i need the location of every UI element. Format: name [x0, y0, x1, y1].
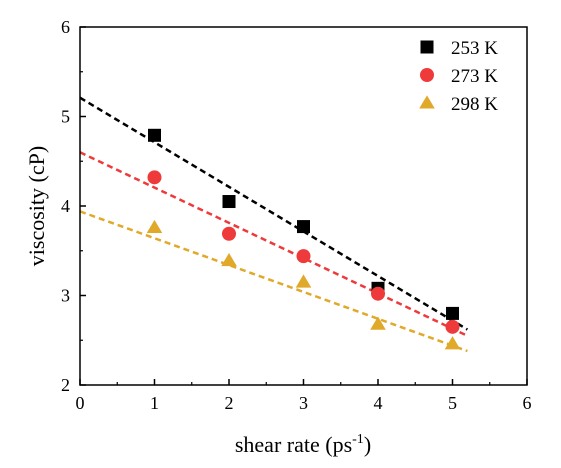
data-point [370, 316, 386, 330]
axis-ticks: 0 1 2 3 4 5 6 2 3 4 5 6 [61, 17, 532, 413]
data-point [147, 170, 162, 185]
x-axis-title: shear rate (ps-1) [235, 432, 371, 457]
x-tick-label: 4 [374, 393, 383, 413]
fit-line [79, 96, 469, 331]
y-tick-label: 4 [61, 196, 70, 216]
x-axis-title-suffix: ) [364, 432, 371, 457]
y-tick-label: 5 [61, 107, 70, 127]
y-tick-label: 6 [61, 17, 70, 37]
legend-marker [419, 95, 435, 109]
data-point [371, 286, 385, 301]
legend-label: 298 K [451, 94, 498, 115]
y-axis-title: viscosity (cP) [24, 146, 49, 266]
x-tick-label: 0 [76, 393, 85, 413]
data-point [297, 220, 310, 234]
data-point [445, 319, 460, 334]
x-axis-title-superscript: -1 [352, 432, 364, 447]
x-tick-label: 5 [448, 393, 457, 413]
data-point [296, 249, 311, 264]
x-tick-label: 2 [225, 393, 234, 413]
data-point [146, 219, 163, 234]
data-point [444, 336, 461, 350]
x-tick-label: 6 [523, 393, 532, 413]
x-axis-title-main: shear rate (ps [235, 432, 352, 457]
data-point [222, 195, 236, 209]
legend-marker [420, 40, 434, 54]
x-tick-label: 3 [299, 393, 308, 413]
legend-label: 253 K [451, 38, 498, 59]
data-point [446, 306, 459, 320]
legend-label: 273 K [451, 66, 498, 87]
data-point [222, 226, 236, 241]
data-point [148, 128, 161, 142]
y-tick-label: 2 [61, 375, 70, 395]
legend: 253 K 273 K 298 K [419, 38, 498, 115]
data-point [295, 274, 312, 288]
fit-line [79, 210, 468, 353]
fit-line [79, 151, 468, 337]
legend-marker [420, 68, 434, 82]
data-points [146, 128, 461, 350]
fit-lines [79, 96, 469, 353]
y-tick-label: 3 [61, 286, 70, 306]
data-point [221, 252, 237, 267]
x-tick-label: 1 [150, 393, 159, 413]
